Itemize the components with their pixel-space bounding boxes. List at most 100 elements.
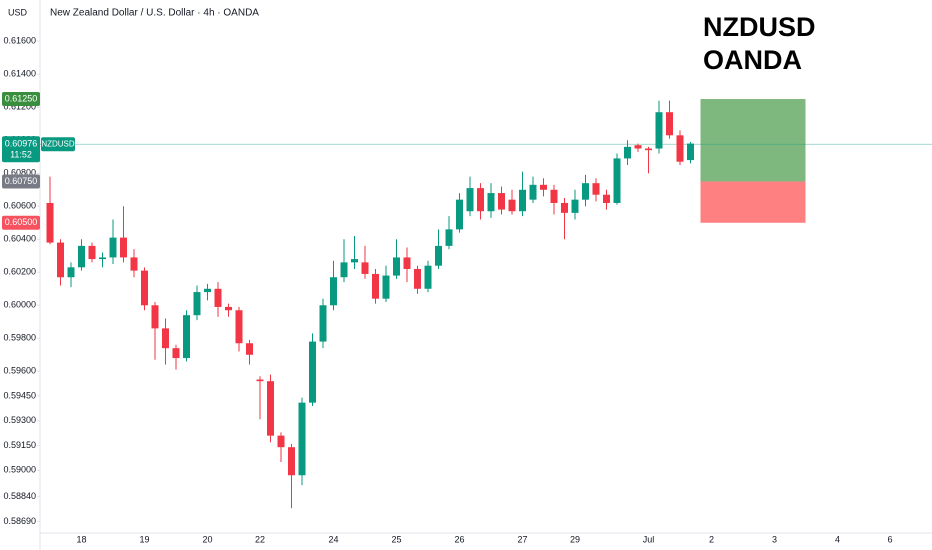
- price-label-box: [2, 215, 40, 230]
- x-tick-label: 4: [835, 534, 840, 544]
- y-tick-label: 0.60000: [3, 300, 36, 310]
- y-tick-label: 0.60400: [3, 234, 36, 244]
- candle-body: [414, 268, 421, 289]
- candle-body: [634, 145, 642, 149]
- y-tick-label: 0.59800: [3, 333, 36, 343]
- candle-body: [309, 341, 316, 403]
- candle-body: [550, 189, 558, 203]
- candle-body: [561, 202, 568, 213]
- x-tick-label: 19: [139, 534, 149, 544]
- candle-body: [193, 292, 201, 316]
- candle-body: [46, 202, 54, 243]
- x-tick-label: 22: [255, 534, 265, 544]
- candle-body: [529, 184, 537, 200]
- price-label: 0.60500: [5, 217, 38, 227]
- candle-body: [361, 262, 369, 274]
- candle-body: [162, 328, 169, 349]
- candle-body: [666, 112, 673, 136]
- candle-body: [340, 262, 348, 278]
- y-tick-label: 0.60200: [3, 267, 36, 277]
- y-tick-label: 0.59450: [3, 390, 36, 400]
- candle-body: [78, 245, 85, 268]
- x-tick-label: 24: [328, 534, 338, 544]
- candle-body: [613, 158, 621, 203]
- candle-body: [508, 199, 516, 212]
- candle-body: [204, 288, 211, 293]
- candle-body: [477, 188, 484, 212]
- candle-body: [382, 275, 390, 299]
- candle-body: [571, 199, 579, 213]
- candle-body: [130, 257, 138, 271]
- candle-body: [109, 237, 117, 258]
- candle-body: [540, 184, 547, 190]
- x-tick-label: 27: [517, 534, 527, 544]
- chart-title: New Zealand Dollar / U.S. Dollar · 4h · …: [50, 8, 259, 19]
- y-tick-label: 0.58840: [3, 491, 36, 501]
- candle-body: [445, 229, 453, 246]
- currency-label: USD: [8, 7, 28, 17]
- y-tick-label: 0.59000: [3, 465, 36, 475]
- x-tick-label: 18: [76, 534, 86, 544]
- x-tick-label: 3: [772, 534, 777, 544]
- y-tick-label: 0.59300: [3, 415, 36, 425]
- candle-body: [256, 379, 264, 382]
- candle-body: [424, 265, 432, 289]
- candle-body: [456, 199, 463, 230]
- candle-body: [330, 277, 337, 306]
- price-label-box: [2, 92, 40, 107]
- candle-body: [592, 183, 600, 195]
- candle-body: [277, 435, 285, 448]
- candle-body: [603, 194, 610, 203]
- x-tick-label: Jul: [643, 534, 655, 544]
- candle-body: [655, 112, 663, 149]
- loss-zone: [700, 181, 806, 223]
- profit-zone: [700, 99, 806, 182]
- current-price-label: 0.60976: [5, 139, 38, 149]
- y-tick-label: 0.61400: [3, 69, 36, 79]
- candle-body: [582, 183, 589, 200]
- y-tick-label: 0.59600: [3, 366, 36, 376]
- candle-body: [624, 146, 631, 159]
- candle-body: [403, 257, 411, 269]
- candle-body: [214, 288, 222, 307]
- candle-body: [57, 242, 64, 278]
- candle-body: [519, 189, 526, 212]
- candle-body: [319, 305, 327, 342]
- candle-body: [288, 447, 295, 476]
- x-tick-label: 26: [454, 534, 464, 544]
- candle-body: [99, 257, 106, 260]
- candle-body: [183, 315, 190, 359]
- candle-body: [687, 143, 694, 161]
- y-tick-label: 0.61600: [3, 36, 36, 46]
- candle-body: [120, 237, 127, 258]
- candle-body: [225, 306, 232, 311]
- candle-body: [351, 259, 358, 263]
- annotation: NZDUSD: [703, 12, 816, 42]
- y-tick-label: 0.60800: [3, 168, 36, 178]
- candle-body: [267, 381, 274, 436]
- candle-body: [151, 305, 159, 329]
- candle-body: [676, 135, 684, 162]
- candle-body: [235, 310, 243, 344]
- candle-body: [487, 193, 495, 212]
- current-price-box: [2, 136, 40, 163]
- x-tick-label: 6: [887, 534, 892, 544]
- x-tick-label: 29: [570, 534, 580, 544]
- symbol-tag: [41, 137, 75, 152]
- candle-body: [498, 193, 505, 210]
- y-tick-label: 0.58690: [3, 516, 36, 526]
- candle-body: [172, 348, 180, 359]
- candle-body: [466, 188, 474, 212]
- candle-body: [298, 402, 306, 476]
- y-tick-label: 0.60600: [3, 201, 36, 211]
- candle-body: [246, 343, 253, 355]
- price-label: 0.61250: [5, 93, 38, 103]
- y-tick-label: 0.61200: [3, 102, 36, 112]
- price-label-box: [2, 174, 40, 189]
- candle-body: [88, 245, 96, 260]
- x-tick-label: 20: [202, 534, 212, 544]
- candle-body: [645, 148, 652, 151]
- symbol-label: NZDUSD: [41, 139, 75, 148]
